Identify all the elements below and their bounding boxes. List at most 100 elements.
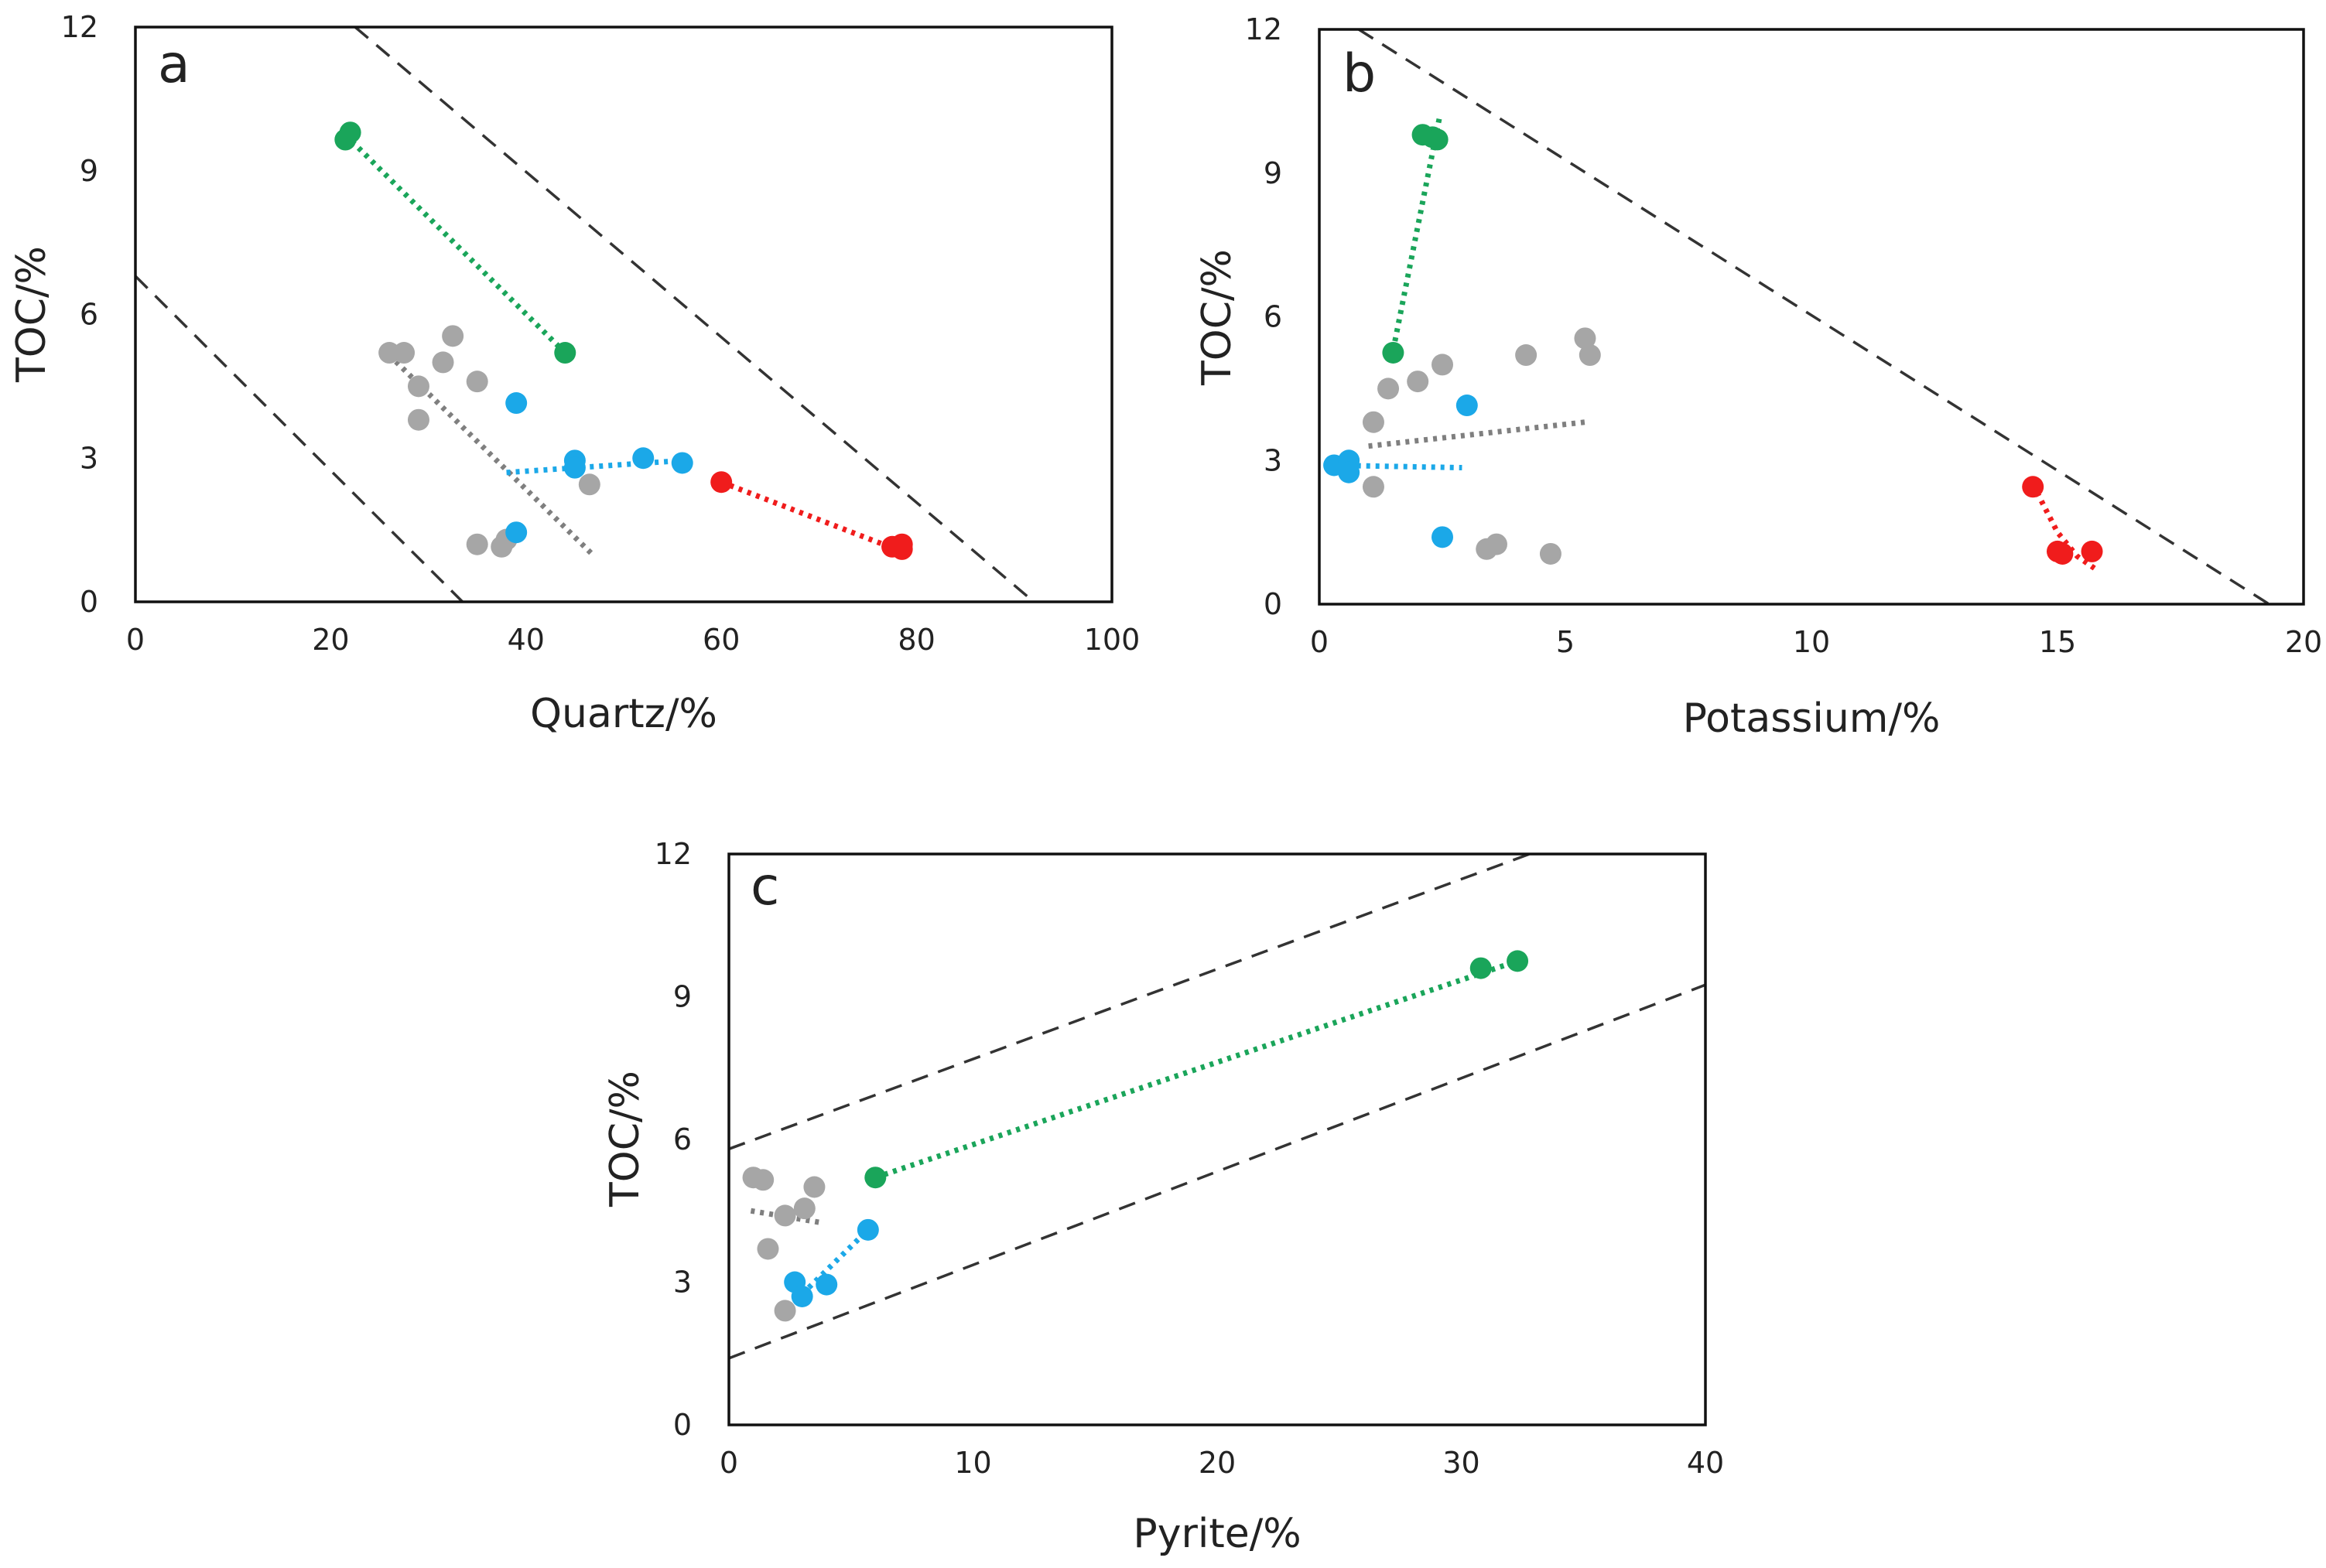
panel-b-green-trend-line <box>1390 114 1443 351</box>
panel-b-letter: b <box>1343 43 1376 104</box>
panel-b-x-tick-label: 5 <box>1556 625 1575 659</box>
panel-b-green-point-4 <box>1426 128 1449 151</box>
panel-b-red-trend-line <box>2030 483 2096 571</box>
panel-a-x-tick-label: 80 <box>898 623 935 657</box>
panel-c-x-tick-label: 40 <box>1687 1446 1724 1480</box>
panel-c-gray-point-6 <box>793 1197 816 1220</box>
panel-a-green-point-2 <box>339 121 361 144</box>
panel-b-y-tick-label: 6 <box>1264 300 1282 334</box>
panel-a-blue-point-6 <box>671 452 693 474</box>
panel-a-frame <box>134 26 1113 603</box>
panel-c-green-point-1 <box>864 1167 887 1189</box>
panel-b-x-tick-label: 20 <box>2285 625 2322 659</box>
panel-a-green-trend-line <box>343 132 567 355</box>
panel-b-gray-point-8 <box>1515 344 1538 367</box>
panel-b-gray-trend-line <box>1368 419 1585 449</box>
panel-b-gray-point-4 <box>1407 371 1429 393</box>
panel-c-blue-trend-line <box>800 1228 871 1296</box>
panel-b-blue-point-5 <box>1432 526 1453 548</box>
panel-a-gray-point-8 <box>466 533 488 555</box>
panel-a-blue-point-4 <box>563 456 586 479</box>
panel-c-gray-trend-line <box>750 1208 823 1226</box>
panel-c-x-tick-label: 30 <box>1442 1446 1479 1480</box>
panel-b-x-axis-title: Potassium/% <box>1683 695 1941 742</box>
panel-c-gray-point-3 <box>757 1238 779 1260</box>
panel-b-y-axis-title: TOC/% <box>1194 249 1240 386</box>
panel-c-gray-point-7 <box>803 1176 826 1198</box>
panel-b-frame <box>1318 28 2305 606</box>
panel-b-y-tick-label: 12 <box>1245 12 1282 46</box>
panel-a-y-axis-title: TOC/% <box>9 246 55 383</box>
panel-a-x-tick-label: 60 <box>703 623 740 657</box>
panel-c-plot-area <box>729 854 1705 1360</box>
panel-b-gray-point-7 <box>1485 533 1507 555</box>
panel-c-gray-point-5 <box>774 1300 796 1322</box>
panel-a-x-tick-label: 20 <box>312 623 349 657</box>
panel-c-x-tick-label: 20 <box>1199 1446 1236 1480</box>
panel-c-y-tick-label: 9 <box>673 980 692 1014</box>
panel-c-letter: c <box>751 856 779 917</box>
panel-c-x-tick-label: 0 <box>720 1446 738 1480</box>
panel-b-blue-point-3 <box>1338 461 1360 483</box>
panel-b-x-ticks: 0 5 10 15 20 <box>1310 625 2322 659</box>
panel-c-green-point-2 <box>1469 957 1492 979</box>
panel-a-red-point-1 <box>710 471 733 494</box>
panel-c-blue-point-3 <box>816 1273 838 1296</box>
panel-c-x-ticks: 0 10 20 30 40 <box>720 1446 1724 1480</box>
panel-c-green-point-3 <box>1507 950 1529 972</box>
panel-c-y-ticks: 0 3 6 9 12 <box>655 837 692 1442</box>
panel-b-gray-point-11 <box>1579 344 1601 367</box>
panel-c-frame <box>727 852 1707 1426</box>
panel-a-plot-area <box>135 27 1035 602</box>
panel-a-y-tick-label: 3 <box>80 441 98 475</box>
panel-a-y-tick-label: 6 <box>80 298 98 332</box>
panel-c-gray-point-2 <box>752 1169 775 1191</box>
panel-a-gray-point-11 <box>578 473 600 496</box>
panel-b-gray-point-9 <box>1539 542 1561 565</box>
panel-a-blue-point-2 <box>505 521 528 544</box>
panel-a-y-tick-label: 0 <box>80 585 98 619</box>
panel-b-red-point-4 <box>2081 540 2103 562</box>
panel-c-bound-line-2 <box>729 983 1705 1360</box>
panel-c-x-axis-title: Pyrite/% <box>1133 1511 1301 1557</box>
panel-c-bound-line-1 <box>729 854 1531 1150</box>
panel-b-y-tick-label: 9 <box>1264 156 1282 190</box>
panel-a-x-tick-label: 40 <box>508 623 545 657</box>
panel-c-y-tick-label: 6 <box>673 1122 692 1156</box>
panel-c-y-axis-title: TOC/% <box>602 1071 648 1208</box>
panel-c-green-trend-line <box>874 958 1519 1180</box>
panel-b-gray-point-1 <box>1362 476 1384 498</box>
panel-b-bound-line-1 <box>1357 29 2270 604</box>
panel-a-bound-line-1 <box>354 27 1035 602</box>
panel-c-blue-point-2 <box>791 1285 813 1307</box>
panel-a-gray-point-3 <box>407 375 429 398</box>
panel-a-gray-point-2 <box>393 342 416 364</box>
panel-a-red-trend-line <box>720 479 903 555</box>
panel-b-gray-point-5 <box>1432 354 1453 376</box>
panel-a-letter: a <box>158 34 190 95</box>
panel-a-x-axis-title: Quartz/% <box>530 691 717 737</box>
panel-b: b 0 5 10 15 20 0 3 6 9 12 Potassium/% TOC/% <box>1194 12 2322 742</box>
panel-b-gray-point-3 <box>1377 377 1400 400</box>
panel-a: a 0 20 40 60 80 100 0 3 6 9 12 Quartz/% TOC/% <box>9 10 1140 737</box>
panel-b-y-tick-label: 3 <box>1264 443 1282 477</box>
panel-a-bound-line-2 <box>135 275 464 602</box>
panel-b-gray-point-2 <box>1362 411 1384 433</box>
panel-b-x-tick-label: 0 <box>1310 625 1329 659</box>
panel-a-gray-point-7 <box>466 371 488 393</box>
panel-b-blue-point-4 <box>1455 395 1478 417</box>
panel-b-x-tick-label: 15 <box>2039 625 2076 659</box>
panel-b-x-tick-label: 10 <box>1793 625 1830 659</box>
panel-a-gray-point-4 <box>407 408 429 431</box>
panel-c-y-tick-label: 12 <box>655 837 692 871</box>
panel-a-green-point-3 <box>554 342 576 364</box>
panel-c-x-tick-label: 10 <box>954 1446 991 1480</box>
panel-c-gray-point-4 <box>774 1204 796 1227</box>
panel-c-blue-point-4 <box>857 1218 879 1241</box>
panel-a-y-tick-label: 12 <box>61 10 98 44</box>
panel-c: c 0 10 20 30 40 0 3 6 9 12 Pyrite/% TOC/% <box>602 837 1724 1557</box>
panel-a-y-ticks: 0 3 6 9 12 <box>61 10 98 619</box>
panel-b-y-ticks: 0 3 6 9 12 <box>1245 12 1282 621</box>
panel-b-gray-point-10 <box>1574 327 1596 350</box>
